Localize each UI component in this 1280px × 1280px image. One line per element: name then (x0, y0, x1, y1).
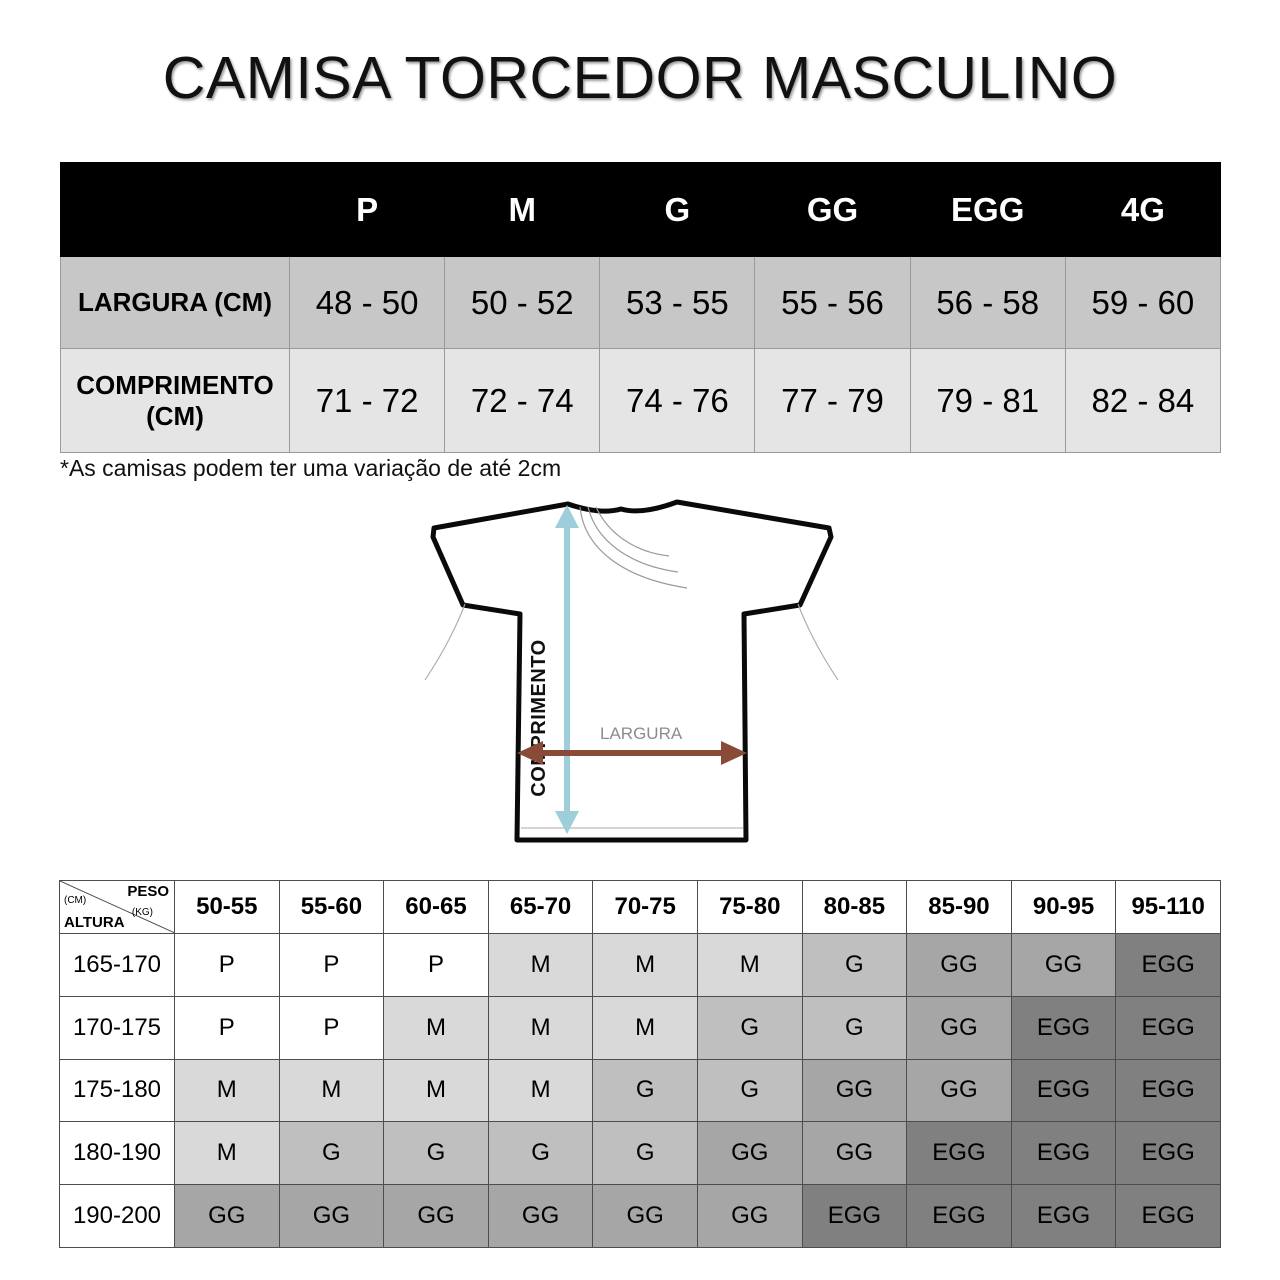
svg-text:LARGURA: LARGURA (600, 724, 683, 743)
svg-text:COMPRIMENTO: COMPRIMENTO (528, 639, 550, 796)
